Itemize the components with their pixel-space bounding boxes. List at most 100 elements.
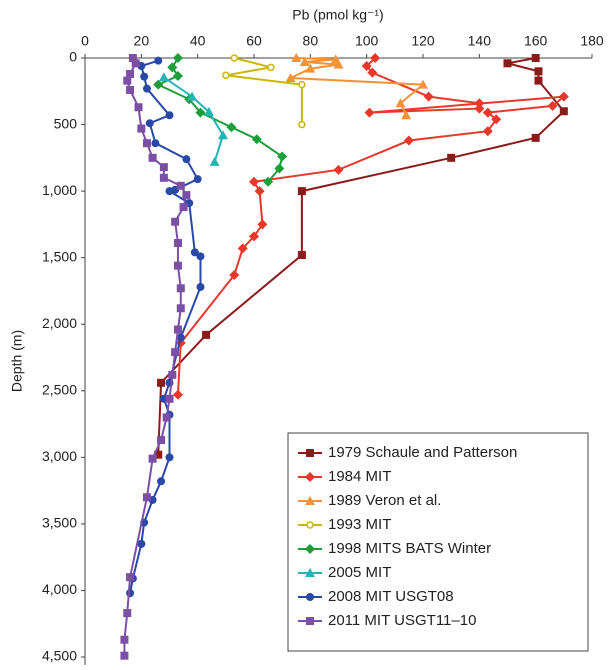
marker bbox=[203, 106, 214, 116]
marker bbox=[209, 156, 220, 166]
marker bbox=[305, 63, 316, 73]
marker bbox=[559, 107, 568, 116]
marker bbox=[267, 63, 275, 72]
marker bbox=[137, 124, 146, 133]
marker bbox=[157, 378, 166, 387]
marker bbox=[447, 153, 456, 162]
marker bbox=[168, 370, 177, 379]
marker bbox=[165, 394, 174, 403]
legend-label: 1993 MIT bbox=[328, 516, 391, 533]
marker bbox=[173, 239, 182, 248]
marker bbox=[123, 609, 132, 618]
x-tick-label: 40 bbox=[190, 33, 206, 49]
marker bbox=[158, 72, 169, 82]
marker bbox=[558, 91, 569, 102]
marker bbox=[157, 436, 166, 445]
series-line bbox=[176, 57, 567, 395]
marker bbox=[179, 203, 188, 212]
legend-marker bbox=[306, 617, 314, 625]
legend-label: 1989 Veron et al. bbox=[328, 492, 441, 509]
series-line bbox=[123, 57, 188, 656]
marker bbox=[145, 119, 154, 128]
marker bbox=[140, 72, 149, 81]
x-tick-label: 160 bbox=[524, 33, 548, 49]
legend-label: 1984 MIT bbox=[328, 468, 391, 485]
marker bbox=[482, 126, 493, 137]
marker bbox=[333, 59, 344, 69]
marker bbox=[401, 110, 412, 120]
marker bbox=[367, 67, 378, 78]
marker bbox=[297, 187, 306, 196]
series-line bbox=[157, 57, 566, 455]
marker bbox=[423, 91, 434, 102]
marker bbox=[167, 62, 178, 73]
legend-marker bbox=[306, 593, 314, 601]
marker bbox=[285, 72, 296, 82]
marker bbox=[126, 589, 135, 598]
marker bbox=[182, 191, 191, 200]
marker bbox=[165, 187, 174, 196]
marker bbox=[131, 59, 140, 68]
marker bbox=[176, 333, 185, 342]
marker bbox=[299, 56, 310, 66]
marker bbox=[237, 243, 248, 254]
marker bbox=[370, 53, 381, 63]
marker bbox=[182, 155, 191, 164]
marker bbox=[474, 98, 485, 109]
y-tick-label: 2,000 bbox=[42, 315, 77, 331]
marker bbox=[126, 573, 135, 582]
marker bbox=[491, 114, 502, 125]
marker bbox=[172, 70, 183, 81]
marker bbox=[173, 261, 182, 270]
marker bbox=[229, 269, 240, 280]
marker bbox=[418, 79, 428, 89]
marker bbox=[151, 139, 160, 148]
marker bbox=[176, 181, 185, 190]
marker bbox=[503, 59, 512, 68]
legend-marker bbox=[306, 449, 314, 457]
marker bbox=[187, 91, 198, 101]
marker bbox=[123, 76, 132, 85]
x-tick-label: 140 bbox=[468, 33, 492, 49]
marker bbox=[171, 217, 180, 226]
series-line bbox=[163, 76, 225, 163]
legend-marker bbox=[306, 521, 314, 529]
legend-label: 2011 MIT USGT11–10 bbox=[328, 612, 476, 629]
marker bbox=[298, 120, 306, 129]
marker bbox=[126, 85, 135, 94]
marker bbox=[126, 69, 135, 78]
marker bbox=[395, 98, 406, 108]
y-tick-label: 500 bbox=[54, 115, 78, 131]
marker bbox=[534, 76, 543, 85]
y-tick-label: 0 bbox=[69, 49, 77, 65]
marker bbox=[482, 107, 493, 118]
marker bbox=[226, 122, 237, 133]
marker bbox=[137, 539, 146, 548]
marker bbox=[165, 453, 174, 462]
marker bbox=[403, 135, 414, 146]
marker bbox=[298, 80, 306, 89]
marker bbox=[534, 67, 543, 76]
marker bbox=[254, 186, 265, 197]
marker bbox=[148, 454, 157, 463]
x-tick-label: 120 bbox=[411, 33, 435, 49]
legend-marker bbox=[305, 472, 315, 482]
marker bbox=[230, 54, 239, 62]
marker bbox=[195, 107, 206, 118]
marker bbox=[153, 79, 164, 90]
x-tick-label: 80 bbox=[303, 33, 319, 49]
series-line bbox=[225, 57, 303, 125]
marker bbox=[474, 103, 485, 114]
marker bbox=[148, 153, 157, 162]
y-tick-label: 2,500 bbox=[42, 381, 77, 397]
marker bbox=[142, 493, 151, 502]
y-tick-label: 1,500 bbox=[42, 248, 77, 264]
marker bbox=[249, 231, 259, 242]
y-axis-label: Depth (m) bbox=[9, 330, 25, 392]
marker bbox=[251, 134, 262, 145]
marker bbox=[128, 54, 137, 62]
legend-label: 2005 MIT bbox=[328, 564, 391, 581]
x-axis-label: Pb (pmol kg⁻¹) bbox=[292, 7, 383, 23]
marker bbox=[531, 133, 540, 142]
